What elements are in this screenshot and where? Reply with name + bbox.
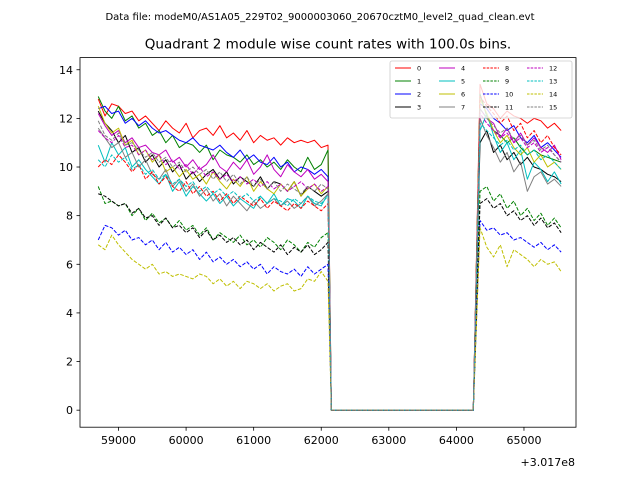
y-tick-label: 4 <box>66 307 73 320</box>
y-tick-label: 8 <box>66 210 73 223</box>
plot-area <box>97 83 562 411</box>
x-tick-label: 61000 <box>236 434 271 447</box>
legend-label-4: 4 <box>461 65 465 73</box>
legend-label-9: 9 <box>505 78 509 86</box>
x-tick-label: 65000 <box>506 434 541 447</box>
x-tick-label: 60000 <box>169 434 204 447</box>
axes: 59000 60000 61000 62000 63000 64000 65000 0 2 4 6 8… <box>59 57 577 447</box>
series-line-11 <box>98 193 562 411</box>
series-line-10 <box>97 220 562 411</box>
y-tick-label: 10 <box>59 161 73 174</box>
legend-label-3: 3 <box>417 104 421 112</box>
legend-label-11: 11 <box>505 104 513 112</box>
series-line-15 <box>97 108 562 411</box>
x-offset-label: +3.017e8 <box>521 456 575 469</box>
series-line-9 <box>97 185 562 411</box>
legend-label-6: 6 <box>461 91 465 99</box>
y-tick-label: 2 <box>66 356 73 369</box>
x-tick-label: 62000 <box>304 434 339 447</box>
y-tick-label: 0 <box>66 404 73 417</box>
legend-label-2: 2 <box>417 91 421 99</box>
x-tick-label: 64000 <box>439 434 474 447</box>
series-line-13 <box>97 122 562 411</box>
y-tick-label: 14 <box>59 64 73 77</box>
legend-label-5: 5 <box>461 78 465 86</box>
legend-box <box>389 60 573 119</box>
x-tick-label: 63000 <box>371 434 406 447</box>
legend-label-7: 7 <box>461 104 465 112</box>
series-line-7 <box>97 117 562 411</box>
legend-label-13: 13 <box>549 78 557 86</box>
y-tick-label: 6 <box>66 258 73 271</box>
y-tick-label: 12 <box>59 112 73 125</box>
legend-label-10: 10 <box>505 91 513 99</box>
legend-label-12: 12 <box>549 65 557 73</box>
legend-label-15: 15 <box>549 104 557 112</box>
series-line-14 <box>97 227 562 411</box>
legend-label-14: 14 <box>549 91 557 99</box>
legend-label-1: 1 <box>417 78 421 86</box>
series-line-3 <box>97 110 562 411</box>
x-tick-label: 59000 <box>101 434 136 447</box>
legend-label-0: 0 <box>417 65 421 73</box>
chart-title: Quadrant 2 module wise count rates with … <box>145 37 511 53</box>
series-line-6 <box>97 98 562 411</box>
series-line-4 <box>97 108 562 411</box>
axes-frame <box>79 57 577 428</box>
chart-suptitle: Data file: modeM0/AS1A05_229T02_90000030… <box>105 12 534 23</box>
legend-label-8: 8 <box>505 65 509 73</box>
